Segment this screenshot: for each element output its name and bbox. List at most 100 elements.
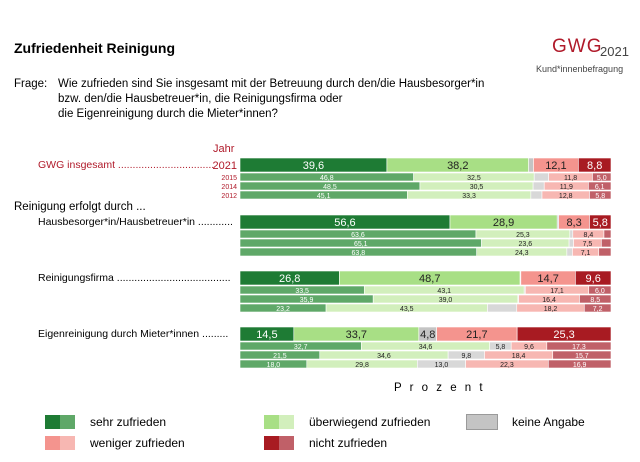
bar-value-label: 16,4 [542, 297, 556, 304]
logo-subtitle: Kund*innenbefragung [536, 64, 624, 74]
bar-value-label: 8,4 [584, 232, 594, 239]
bar-value-label: 28,9 [493, 217, 514, 229]
legend-swatch-keine-angabe [466, 414, 498, 430]
bar-segment-nicht-zufrieden [552, 350, 612, 360]
gwg-logo: GWG [552, 36, 603, 57]
bar-value-label: 26,8 [279, 273, 300, 285]
bar-value-label: 4,8 [420, 329, 435, 341]
bar-value-label: 32,5 [467, 175, 481, 182]
bar-value-label: 18,0 [267, 362, 281, 369]
bar-segment-nicht-zufrieden [598, 247, 612, 257]
bar-value-label: 45,1 [317, 193, 331, 200]
bar-value-label: 30,5 [470, 184, 484, 191]
group-label: Eigenreinigung durch Mieter*innen ......… [38, 328, 229, 340]
bar-segment-keine-angabe [568, 238, 574, 248]
bar-value-label: 5,8 [593, 217, 608, 229]
bar-value-label: 6,1 [595, 184, 605, 191]
bar-value-label: 14,5 [256, 329, 277, 341]
bar-value-label: 43,1 [437, 288, 451, 295]
bar-value-label: 7,1 [581, 250, 591, 257]
bar-segment-keine-angabe [528, 157, 534, 173]
bar-value-label: 13,0 [435, 362, 449, 369]
question-label: Frage: [14, 78, 48, 90]
bar-value-label: 63,8 [352, 250, 366, 257]
bar-segment-keine-angabe [566, 247, 573, 257]
bar-value-label: 17,1 [550, 288, 564, 295]
bar-value-label: 12,8 [559, 193, 573, 200]
bar-value-label: 11,9 [560, 184, 573, 191]
legend-swatch-ueberwiegend-zufrieden [263, 414, 295, 430]
bar-segment-keine-angabe [530, 190, 543, 200]
page-title: Zufriedenheit Reinigung [14, 40, 175, 56]
bar-segment-nicht-zufrieden [588, 181, 612, 191]
legend-swatch-weniger-zufrieden [44, 435, 76, 451]
bar-segment-keine-angabe [533, 172, 549, 182]
bar-value-label: 15,7 [575, 353, 589, 360]
bar-value-label: 21,5 [273, 353, 287, 360]
legend-label: keine Angabe [512, 415, 585, 429]
bar-segment-nicht-zufrieden [546, 341, 612, 351]
bar-value-label: 48,7 [419, 273, 440, 285]
x-axis-label: P r o z e n t [394, 382, 486, 394]
bar-value-label: 8,8 [587, 160, 602, 172]
bar-value-label: 12,1 [545, 160, 566, 172]
bar-value-label: 25,3 [516, 232, 530, 239]
bar-segment-keine-angabe [487, 303, 518, 313]
bar-value-label: 5,8 [496, 344, 506, 351]
bar-segment-nicht-zufrieden [592, 172, 612, 182]
logo-year: 2021 [600, 44, 629, 59]
bar-value-label: 7,5 [583, 241, 593, 248]
bar-segment-nicht-zufrieden [575, 270, 612, 286]
bar-value-label: 8,3 [566, 217, 581, 229]
bar-segment-nicht-zufrieden [578, 157, 612, 173]
bar-value-label: 35,9 [300, 297, 314, 304]
bar-value-label: 24,3 [515, 250, 529, 257]
bar-value-label: 32,7 [294, 344, 308, 351]
bar-value-label: 48,5 [323, 184, 337, 191]
legend-label: weniger zufrieden [90, 436, 185, 450]
bar-value-label: 34,6 [419, 344, 433, 351]
year-label: 2021 [213, 160, 237, 172]
bar-value-label: 38,2 [447, 160, 468, 172]
legend-swatch-sehr-zufrieden [44, 414, 76, 430]
group-label: Hausbesorger*in/Hausbetreuer*in ........… [38, 216, 233, 228]
bar-segment-nicht-zufrieden [579, 294, 612, 304]
year-label: 2015 [221, 175, 237, 182]
bar-value-label: 5,0 [597, 175, 607, 182]
question-line-1: Wie zufrieden sind Sie insgesamt mit der… [58, 78, 485, 90]
bar-value-label: 33,3 [462, 193, 476, 200]
bar-value-label: 7,2 [593, 306, 603, 313]
bar-value-label: 18,2 [544, 306, 558, 313]
bar-value-label: 23,6 [518, 241, 532, 248]
legend-label: überwiegend zufrieden [309, 415, 431, 429]
bar-value-label: 5,8 [595, 193, 605, 200]
bar-value-label: 21,7 [466, 329, 487, 341]
bar-value-label: 9,6 [586, 273, 601, 285]
bar-value-label: 65,1 [354, 241, 368, 248]
legend-swatch-nicht-zufrieden [263, 435, 295, 451]
bar-value-label: 9,8 [461, 353, 471, 360]
bar-value-label: 46,8 [320, 175, 334, 182]
bar-segment-nicht-zufrieden [516, 326, 612, 342]
legend-label: nicht zufrieden [309, 436, 388, 450]
bar-value-label: 63,6 [351, 232, 365, 239]
bar-value-label: 16,9 [573, 362, 587, 369]
bar-value-label: 33,5 [295, 288, 309, 295]
bar-value-label: 22,3 [500, 362, 514, 369]
group-label: GWG insgesamt ..........................… [38, 159, 215, 171]
legend-label: sehr zufrieden [90, 415, 167, 429]
question-line-3: die Eigenreinigung durch die Mieter*inne… [58, 108, 278, 120]
bar-segment-nicht-zufrieden [589, 190, 612, 200]
bar-value-label: 39,6 [303, 160, 324, 172]
bar-segment-nicht-zufrieden [547, 359, 612, 369]
year-label: 2014 [221, 184, 237, 191]
bar-value-label: 14,7 [537, 273, 558, 285]
bar-value-label: 25,3 [553, 329, 574, 341]
bar-value-label: 56,6 [334, 217, 355, 229]
bar-value-label: 34,6 [377, 353, 391, 360]
bar-value-label: 11,8 [564, 175, 577, 182]
section-heading: Reinigung erfolgt durch ... [14, 201, 146, 213]
bar-value-label: 9,6 [524, 344, 534, 351]
bar-value-label: 6,0 [595, 288, 605, 295]
